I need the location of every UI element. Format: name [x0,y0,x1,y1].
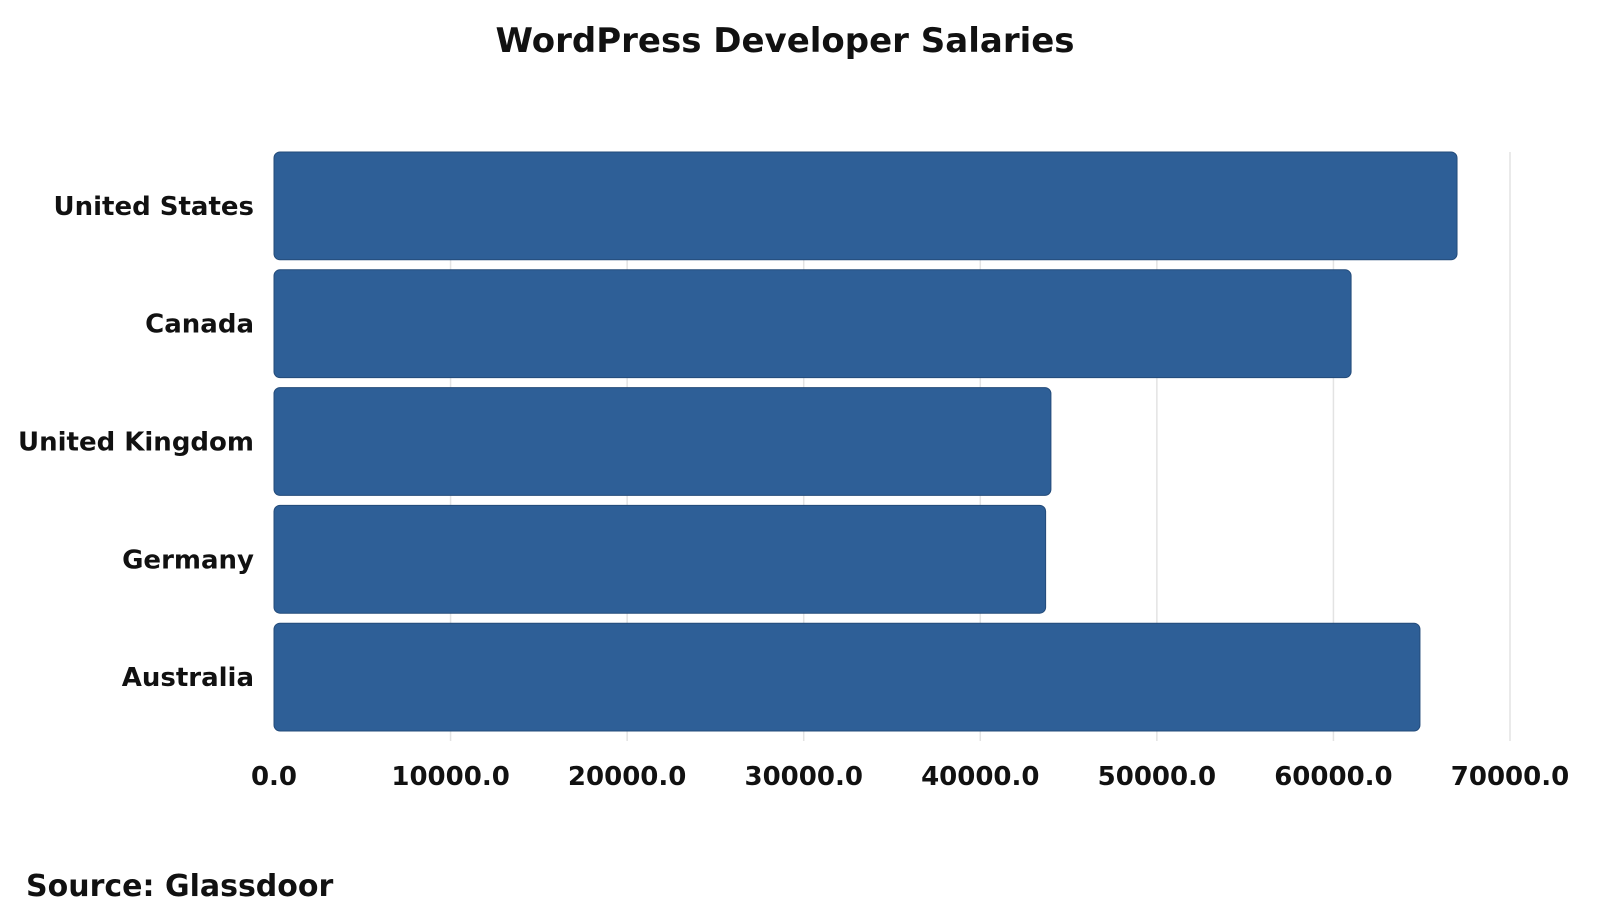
bar [273,387,1052,496]
category-label: United Kingdom [18,428,254,458]
category-label: United States [54,192,255,222]
x-tick-label: 40000.0 [921,762,1039,792]
x-tick-label: 20000.0 [568,762,686,792]
source-note: Source: Glassdoor [26,869,334,900]
category-labels: United States Canada United Kingdom Germany… [18,192,254,693]
bars [273,151,1458,732]
x-tick-label: 10000.0 [391,762,509,792]
category-label: Australia [122,663,254,693]
bar [273,151,1458,261]
category-label: Canada [145,310,254,340]
category-label: Germany [122,545,254,575]
chart-title: WordPress Developer Salaries [495,21,1074,61]
x-tick-label: 0.0 [251,762,297,792]
bar [273,269,1352,379]
x-tick-label: 60000.0 [1274,762,1392,792]
x-tick-label: 70000.0 [1451,762,1569,792]
bar [273,504,1047,614]
x-tick-label: 30000.0 [745,762,863,792]
bar [273,622,1421,732]
x-tick-label: 50000.0 [1098,762,1216,792]
x-axis-tick-labels: 0.0 10000.0 20000.0 30000.0 40000.0 50000.0 60… [251,762,1569,792]
